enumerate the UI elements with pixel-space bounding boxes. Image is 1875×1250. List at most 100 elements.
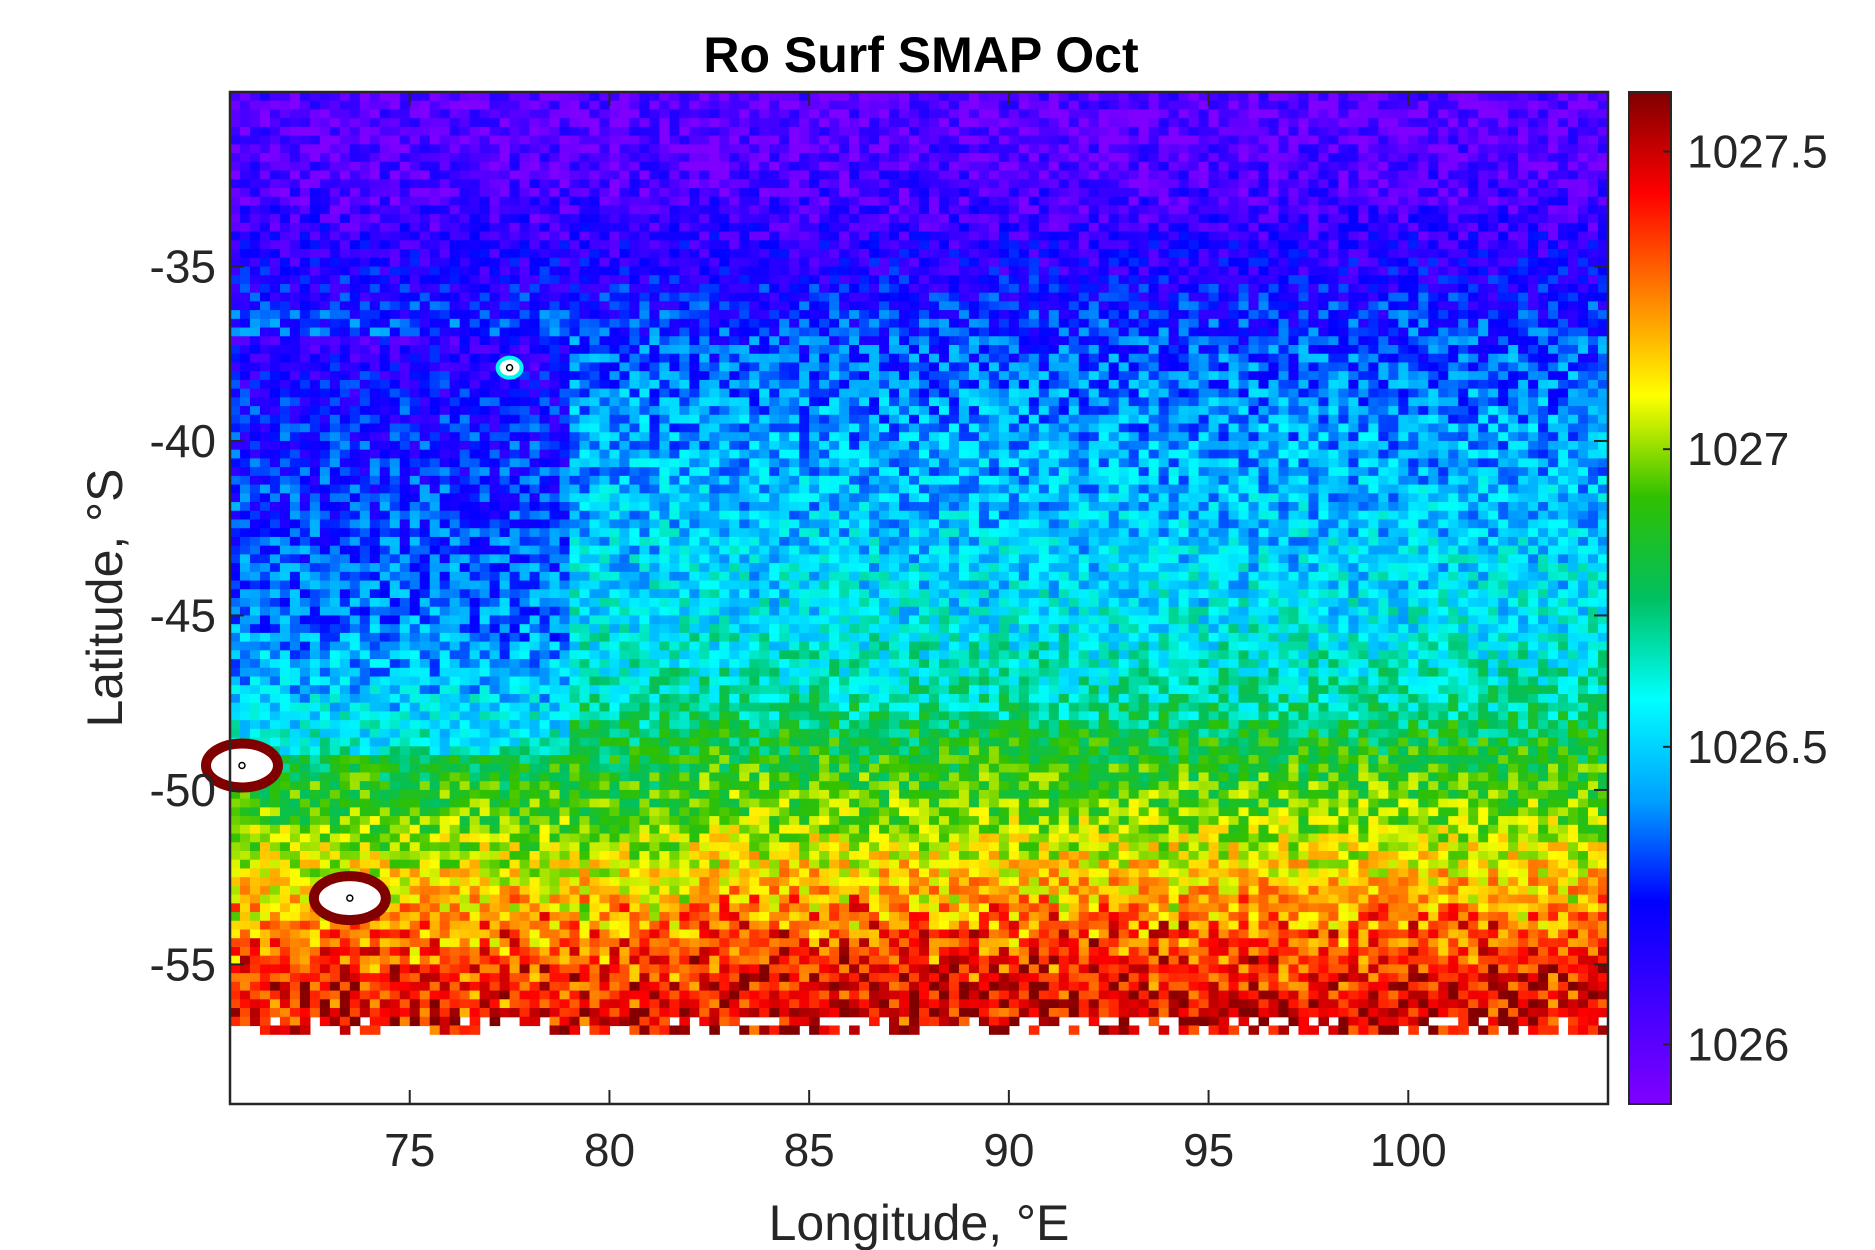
heatmap-cell bbox=[958, 222, 970, 233]
heatmap-cell bbox=[269, 336, 281, 346]
heatmap-cell bbox=[739, 275, 750, 285]
heatmap-cell bbox=[1428, 301, 1439, 311]
heatmap-cell bbox=[1458, 336, 1469, 346]
heatmap-cell bbox=[1468, 231, 1479, 241]
heatmap-cell bbox=[998, 179, 1010, 189]
heatmap-cell bbox=[1388, 379, 1399, 390]
heatmap-cell bbox=[1478, 144, 1489, 154]
heatmap-cell bbox=[1508, 170, 1519, 180]
heatmap-cell bbox=[1268, 109, 1280, 119]
heatmap-cell bbox=[1518, 205, 1529, 215]
heatmap-cell bbox=[309, 266, 321, 276]
heatmap-cell bbox=[609, 196, 621, 207]
heatmap-cell bbox=[649, 318, 660, 329]
heatmap-cell bbox=[1198, 318, 1210, 329]
heatmap-cell bbox=[609, 353, 621, 364]
heatmap-cell bbox=[1148, 353, 1160, 364]
heatmap-cell bbox=[1448, 170, 1459, 180]
heatmap-cell bbox=[719, 275, 730, 285]
heatmap-cell bbox=[1538, 126, 1549, 137]
heatmap-cell bbox=[1168, 336, 1180, 346]
heatmap-cell bbox=[1198, 310, 1210, 320]
heatmap-cell bbox=[809, 283, 820, 294]
heatmap-cell bbox=[1488, 353, 1499, 364]
heatmap-cell bbox=[1178, 292, 1190, 302]
heatmap-cell bbox=[519, 92, 531, 102]
heatmap-cell bbox=[1498, 153, 1509, 163]
heatmap-cell bbox=[329, 214, 341, 224]
heatmap-cell bbox=[1178, 249, 1190, 259]
heatmap-cell bbox=[1478, 301, 1489, 311]
heatmap-cell bbox=[449, 214, 461, 224]
heatmap-cell bbox=[978, 100, 990, 111]
heatmap-cell bbox=[809, 397, 820, 407]
heatmap-cell bbox=[449, 109, 461, 119]
heatmap-cell bbox=[379, 214, 391, 224]
heatmap-cell bbox=[1288, 275, 1300, 285]
heatmap-cell bbox=[1258, 249, 1270, 259]
heatmap-cell bbox=[379, 135, 391, 145]
heatmap-cell bbox=[319, 336, 331, 346]
heatmap-cell bbox=[1048, 161, 1060, 172]
heatmap-cell bbox=[1008, 118, 1020, 128]
heatmap-cell bbox=[859, 353, 870, 364]
heatmap-cell bbox=[1018, 196, 1030, 207]
heatmap-cell bbox=[239, 214, 251, 224]
heatmap-cell bbox=[968, 336, 980, 346]
heatmap-cell bbox=[379, 109, 391, 119]
heatmap-cell bbox=[499, 214, 511, 224]
heatmap-cell bbox=[389, 257, 401, 268]
heatmap-cell bbox=[1358, 292, 1369, 302]
heatmap-cell bbox=[339, 327, 351, 337]
heatmap-cell bbox=[1218, 126, 1230, 137]
heatmap-cell bbox=[1118, 371, 1130, 381]
heatmap-cell bbox=[1158, 397, 1170, 407]
heatmap-cell bbox=[239, 179, 251, 189]
heatmap-cell bbox=[968, 345, 980, 355]
heatmap-cell bbox=[1248, 118, 1260, 128]
heatmap-cell bbox=[239, 100, 251, 111]
heatmap-cell bbox=[259, 266, 271, 276]
heatmap-cell bbox=[759, 240, 770, 250]
heatmap-cell bbox=[429, 283, 441, 294]
heatmap-cell bbox=[958, 353, 970, 364]
heatmap-cell bbox=[759, 318, 770, 329]
heatmap-cell bbox=[839, 388, 850, 398]
heatmap-cell bbox=[899, 205, 910, 215]
heatmap-cell bbox=[1018, 240, 1030, 250]
heatmap-cell bbox=[579, 275, 591, 285]
heatmap-cell bbox=[469, 153, 481, 163]
heatmap-cell bbox=[1048, 240, 1060, 250]
heatmap-cell bbox=[1548, 327, 1559, 337]
heatmap-cell bbox=[479, 126, 491, 137]
heatmap-cell bbox=[479, 214, 491, 224]
heatmap-cell bbox=[709, 249, 720, 259]
heatmap-cell bbox=[1078, 240, 1090, 250]
heatmap-cell bbox=[319, 100, 331, 111]
heatmap-cell bbox=[1188, 249, 1200, 259]
heatmap-cell bbox=[1028, 397, 1040, 407]
heatmap-cell bbox=[1038, 249, 1050, 259]
heatmap-cell bbox=[1288, 327, 1300, 337]
heatmap-cell bbox=[519, 379, 531, 390]
heatmap-cell bbox=[1578, 222, 1589, 233]
heatmap-cell bbox=[1478, 397, 1489, 407]
heatmap-cell bbox=[1018, 179, 1030, 189]
heatmap-cell bbox=[1388, 275, 1399, 285]
heatmap-cell bbox=[1018, 170, 1030, 180]
heatmap-cell bbox=[439, 406, 451, 416]
heatmap-cell bbox=[269, 379, 281, 390]
heatmap-cell bbox=[1458, 249, 1469, 259]
heatmap-cell bbox=[988, 153, 1000, 163]
heatmap-cell bbox=[879, 205, 890, 215]
heatmap-cell bbox=[439, 144, 451, 154]
heatmap-cell bbox=[1508, 92, 1519, 102]
heatmap-cell bbox=[1508, 318, 1519, 329]
heatmap-cell bbox=[669, 362, 680, 372]
heatmap-cell bbox=[599, 187, 611, 198]
heatmap-cell bbox=[649, 196, 660, 207]
heatmap-cell bbox=[1388, 214, 1399, 224]
heatmap-cell bbox=[1278, 205, 1290, 215]
heatmap-cell bbox=[1428, 170, 1439, 180]
heatmap-cell bbox=[919, 144, 930, 154]
